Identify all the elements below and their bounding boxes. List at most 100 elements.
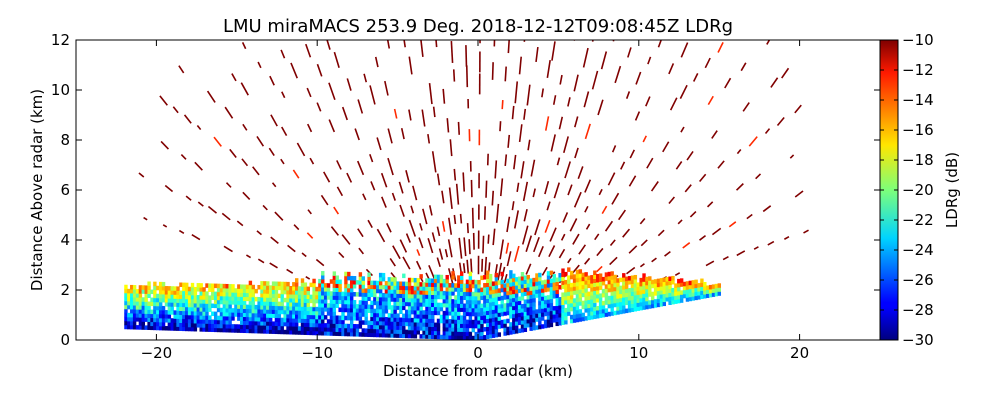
band-cell bbox=[546, 279, 551, 284]
band-cell bbox=[659, 286, 664, 291]
band-cell bbox=[468, 331, 473, 337]
band-cell bbox=[190, 314, 195, 320]
band-cell bbox=[462, 315, 467, 321]
band-cell bbox=[355, 324, 360, 329]
band-cell bbox=[569, 298, 574, 304]
upper-return-mark bbox=[306, 87, 312, 98]
band-cell bbox=[130, 316, 134, 322]
band-cell bbox=[402, 301, 406, 307]
band-cell bbox=[144, 317, 148, 322]
y-axis-label: Distance Above radar (km) bbox=[28, 89, 46, 291]
band-cell bbox=[457, 287, 461, 292]
band-cell bbox=[378, 308, 383, 314]
upper-return-mark bbox=[488, 262, 491, 272]
band-cell bbox=[315, 318, 319, 324]
band-cell bbox=[396, 297, 400, 302]
band-cell bbox=[242, 296, 247, 302]
band-cell bbox=[624, 280, 629, 286]
band-cell bbox=[378, 312, 383, 318]
band-cell bbox=[260, 325, 264, 330]
band-cell bbox=[132, 317, 137, 322]
band-cell bbox=[465, 283, 470, 289]
band-cell bbox=[260, 289, 264, 294]
band-cell bbox=[286, 297, 290, 303]
band-cell bbox=[266, 293, 270, 298]
band-cell bbox=[127, 312, 131, 318]
band-cell bbox=[465, 295, 470, 301]
band-cell bbox=[532, 293, 536, 299]
band-cell bbox=[378, 316, 383, 322]
band-cell bbox=[300, 282, 305, 287]
band-cell bbox=[648, 280, 652, 285]
band-cell bbox=[361, 320, 365, 325]
band-cell bbox=[167, 318, 172, 323]
band-cell bbox=[295, 322, 299, 327]
upper-return-mark bbox=[657, 40, 663, 48]
band-cell bbox=[208, 307, 212, 312]
band-cell bbox=[274, 329, 279, 335]
upper-return-mark bbox=[724, 77, 732, 89]
band-cell bbox=[303, 330, 308, 335]
band-cell bbox=[196, 323, 200, 328]
band-cell bbox=[679, 298, 684, 303]
band-cell bbox=[457, 315, 461, 320]
band-cell bbox=[358, 292, 363, 297]
band-cell bbox=[323, 291, 328, 296]
band-cell bbox=[124, 312, 128, 318]
band-cell bbox=[240, 296, 244, 301]
band-cell bbox=[503, 307, 507, 312]
band-cell bbox=[332, 299, 337, 304]
band-cell bbox=[633, 282, 638, 288]
band-cell bbox=[665, 281, 669, 286]
band-cell bbox=[295, 318, 299, 323]
band-cell bbox=[318, 318, 322, 324]
band-cell bbox=[132, 313, 137, 318]
band-cell bbox=[205, 315, 209, 320]
band-cell bbox=[266, 301, 270, 306]
upper-return-mark bbox=[770, 77, 779, 88]
band-cell bbox=[355, 328, 360, 333]
band-cell bbox=[347, 299, 351, 305]
band-cell bbox=[410, 301, 415, 307]
band-cell bbox=[300, 302, 305, 307]
band-cell bbox=[619, 301, 623, 307]
band-cell bbox=[329, 303, 334, 308]
band-cell bbox=[488, 317, 493, 323]
band-cell bbox=[384, 297, 389, 302]
band-cell bbox=[263, 293, 267, 298]
upper-return-mark bbox=[223, 245, 233, 253]
band-cell bbox=[248, 308, 253, 314]
band-cell bbox=[677, 290, 681, 296]
band-cell bbox=[376, 296, 380, 302]
band-cell bbox=[457, 283, 461, 288]
band-cell bbox=[153, 313, 157, 319]
band-cell bbox=[173, 290, 177, 295]
band-cell bbox=[624, 292, 629, 298]
band-cell bbox=[173, 298, 177, 303]
band-cell bbox=[268, 285, 273, 290]
band-cell bbox=[219, 327, 224, 333]
band-cell bbox=[546, 287, 551, 292]
band-cell bbox=[433, 286, 438, 292]
band-cell bbox=[268, 321, 273, 326]
band-cell bbox=[396, 301, 400, 306]
band-cell bbox=[240, 288, 244, 293]
upper-return-mark bbox=[583, 91, 590, 108]
band-cell bbox=[208, 319, 212, 324]
band-cell bbox=[488, 321, 493, 327]
upper-return-mark bbox=[504, 154, 508, 166]
band-cell bbox=[538, 324, 542, 330]
band-cell bbox=[309, 298, 313, 304]
band-cell bbox=[170, 286, 174, 291]
band-cell bbox=[552, 274, 557, 279]
band-cell bbox=[286, 301, 290, 307]
band-cell bbox=[662, 297, 666, 303]
upper-return-mark bbox=[699, 235, 706, 241]
band-cell bbox=[410, 333, 415, 339]
band-cell bbox=[361, 292, 365, 297]
band-cell bbox=[335, 275, 339, 280]
band-cell bbox=[656, 298, 661, 304]
band-cell bbox=[598, 281, 603, 286]
band-cell bbox=[216, 327, 221, 333]
band-cell bbox=[546, 319, 551, 324]
